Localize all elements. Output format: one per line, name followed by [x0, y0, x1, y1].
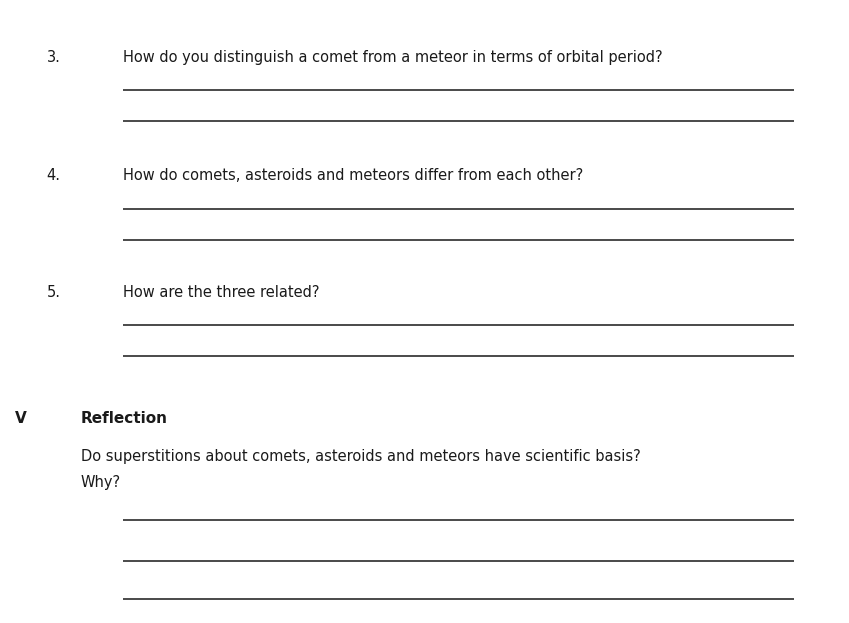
Text: Why?: Why?: [81, 475, 121, 490]
Text: How do you distinguish a comet from a meteor in terms of orbital period?: How do you distinguish a comet from a me…: [123, 50, 663, 65]
Text: 5.: 5.: [47, 285, 60, 300]
Text: 3.: 3.: [47, 50, 60, 65]
Text: 4.: 4.: [47, 168, 60, 183]
Text: How do comets, asteroids and meteors differ from each other?: How do comets, asteroids and meteors dif…: [123, 168, 583, 183]
Text: How are the three related?: How are the three related?: [123, 285, 319, 300]
Text: V: V: [15, 411, 27, 426]
Text: Do superstitions about comets, asteroids and meteors have scientific basis?: Do superstitions about comets, asteroids…: [81, 449, 640, 464]
Text: Reflection: Reflection: [81, 411, 167, 426]
